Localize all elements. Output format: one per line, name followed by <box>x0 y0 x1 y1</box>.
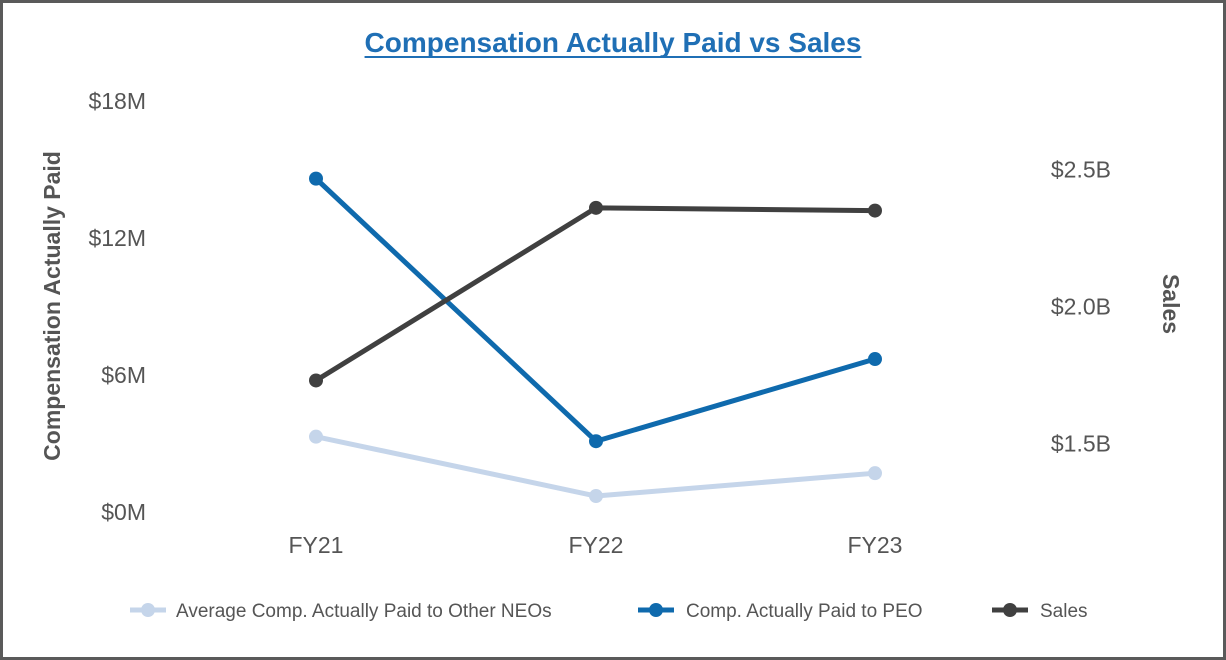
x-tick-label: FY22 <box>569 532 624 558</box>
left-tick-label: $0M <box>101 499 146 525</box>
legend-label: Comp. Actually Paid to PEO <box>686 601 923 622</box>
legend-swatch-marker <box>649 603 663 617</box>
series-average-comp-actually-paid-to-other-neos <box>309 429 882 504</box>
data-point <box>309 171 323 186</box>
data-point <box>868 466 882 481</box>
left-tick-label: $6M <box>101 362 146 388</box>
chart-title-group: Compensation Actually Paid vs Sales <box>364 27 862 58</box>
legend-swatch-marker <box>141 603 155 617</box>
series-layer <box>309 171 882 504</box>
x-tick-label: FY21 <box>289 532 344 558</box>
data-point <box>589 489 603 504</box>
legend-item: Comp. Actually Paid to PEO <box>638 601 923 622</box>
legend-label: Average Comp. Actually Paid to Other NEO… <box>176 601 552 622</box>
legend-swatch-marker <box>1003 603 1017 617</box>
series-sales <box>309 200 882 388</box>
series-comp-actually-paid-to-peo <box>309 171 882 449</box>
right-tick-label: $1.5B <box>1051 431 1111 457</box>
data-point <box>868 352 882 367</box>
right-axis-title: Sales <box>1158 274 1184 334</box>
data-point <box>309 429 323 444</box>
left-axis-title: Compensation Actually Paid <box>39 151 65 461</box>
chart-title: Compensation Actually Paid vs Sales <box>365 27 862 58</box>
right-axis-ticks: $1.5B $2.0B $2.5B <box>1051 157 1111 457</box>
series-line <box>313 176 878 444</box>
series-line <box>313 205 878 383</box>
legend-item: Sales <box>992 601 1088 622</box>
data-point <box>309 373 323 388</box>
right-tick-label: $2.5B <box>1051 157 1111 183</box>
x-axis-ticks: FY21 FY22 FY23 <box>289 532 903 558</box>
legend-item: Average Comp. Actually Paid to Other NEO… <box>130 601 552 622</box>
legend: Average Comp. Actually Paid to Other NEO… <box>130 601 1088 622</box>
left-axis-ticks: $0M $6M $12M $18M <box>88 88 146 525</box>
data-point <box>589 200 603 215</box>
left-tick-label: $12M <box>88 225 146 251</box>
data-point <box>589 434 603 449</box>
right-tick-label: $2.0B <box>1051 294 1111 320</box>
left-tick-label: $18M <box>88 88 146 114</box>
x-tick-label: FY23 <box>848 532 903 558</box>
legend-label: Sales <box>1040 601 1088 622</box>
data-point <box>868 203 882 218</box>
